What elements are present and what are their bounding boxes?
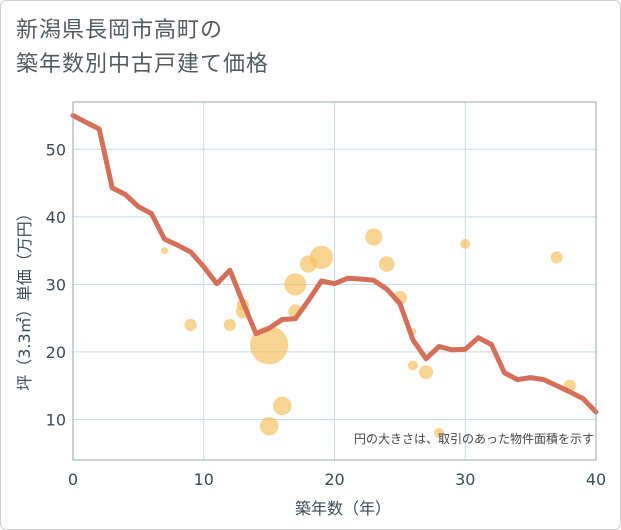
data-bubble bbox=[365, 228, 383, 246]
x-axis-label: 築年数（年） bbox=[295, 499, 391, 518]
y-tick-label: 40 bbox=[46, 208, 66, 227]
grid bbox=[73, 102, 596, 460]
data-bubble bbox=[249, 325, 289, 365]
chart-title: 新潟県長岡市高町の 築年数別中古戸建て価格 bbox=[16, 14, 269, 82]
data-bubble bbox=[284, 273, 307, 296]
data-bubble bbox=[161, 247, 169, 255]
y-tick-label: 30 bbox=[46, 275, 66, 294]
data-bubble bbox=[419, 365, 434, 380]
data-bubble bbox=[550, 251, 563, 264]
y-tick-label: 20 bbox=[46, 343, 66, 362]
x-tick-label: 20 bbox=[324, 470, 344, 489]
data-bubble bbox=[408, 360, 418, 371]
size-note: 円の大きさは、取引のあった物件面積を示す bbox=[354, 431, 594, 446]
data-bubble bbox=[378, 256, 395, 272]
y-tick-label: 50 bbox=[46, 140, 66, 159]
price-line bbox=[70, 113, 599, 415]
x-tick-label: 10 bbox=[194, 470, 214, 489]
data-bubble bbox=[309, 245, 334, 269]
data-bubble bbox=[184, 318, 197, 331]
data-bubble bbox=[460, 238, 471, 249]
axes bbox=[72, 101, 597, 461]
chart-title-line2: 築年数別中古戸建て価格 bbox=[16, 52, 270, 77]
bubbles bbox=[161, 228, 576, 438]
chart-title-line1: 新潟県長岡市高町の bbox=[16, 18, 224, 43]
tick-labels: 0 10 20 30 40 10 20 30 40 50 bbox=[46, 140, 607, 489]
x-tick-label: 40 bbox=[586, 470, 606, 489]
data-bubble bbox=[259, 416, 279, 436]
data-bubble bbox=[223, 318, 236, 331]
price-line-path bbox=[70, 113, 599, 415]
data-bubble bbox=[434, 428, 445, 438]
plot-border bbox=[72, 101, 597, 461]
y-axis-label: 坪（3.3㎡）単価（万円） bbox=[15, 205, 34, 390]
x-tick-label: 0 bbox=[68, 470, 78, 489]
x-tick-label: 30 bbox=[455, 470, 475, 489]
data-bubble bbox=[272, 396, 292, 416]
y-tick-label: 10 bbox=[46, 410, 66, 429]
